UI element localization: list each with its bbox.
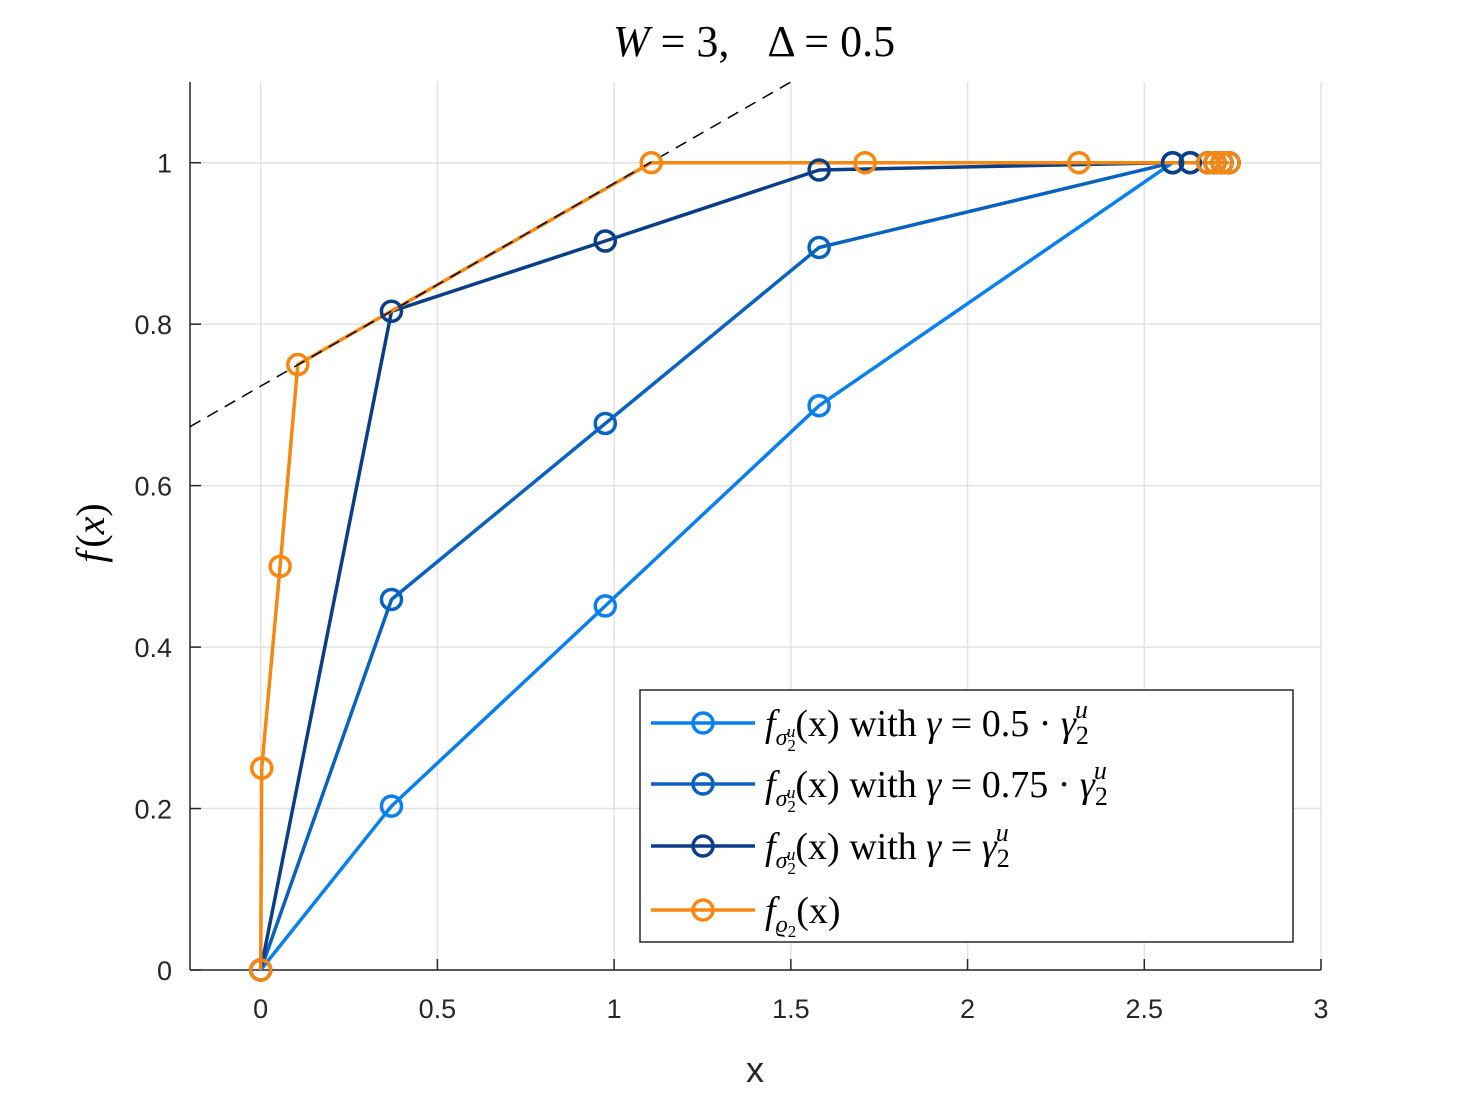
series-4-point-2 [268, 554, 292, 579]
y-tick-label-2: 0.4 [134, 633, 172, 663]
x-axis-label: x [746, 1049, 764, 1090]
ticks: 0 0.5 1 1.5 2 2.5 3 0 0.2 0.4 0.6 0.8 1 [134, 149, 1328, 1024]
legend-marker-series-2 [691, 772, 715, 796]
y-tick-label-1: 0.2 [134, 795, 172, 825]
legend-entry-series-2: fσ2u(x) with γ = 0.75 · γ2u [651, 756, 1108, 816]
series-4-point-3 [286, 352, 310, 377]
chart-title: W = 3, Δ = 0.5 [613, 17, 895, 66]
series-4-point-10 [1217, 150, 1241, 175]
y-axis-label: f(x) [68, 503, 113, 563]
legend: fσ2u(x) with γ = 0.5 · γ2u fσ2u(x) with … [639, 689, 1294, 943]
series-3-point-5 [1178, 150, 1202, 175]
series-2-point-3 [807, 235, 831, 260]
series-4-point-1 [249, 756, 274, 780]
legend-entry-series-3: fσ2u(x) with γ = γ2u [651, 818, 1010, 878]
series-4-point-9 [1210, 150, 1234, 175]
y-tick-label-3: 0.6 [134, 472, 172, 502]
x-tick-label-2: 1 [607, 994, 622, 1024]
series-2-point-2 [593, 411, 618, 436]
axes [189, 82, 1321, 971]
y-tick-label-0: 0 [157, 956, 172, 986]
legend-label-series-1: fσ2u(x) with γ = 0.5 · γ2u [765, 695, 1089, 755]
x-tick-label-4: 2 [960, 994, 975, 1024]
series-4-point-6 [1067, 150, 1091, 175]
series-4-point-8 [1203, 150, 1227, 175]
series-1-point-3 [807, 393, 831, 418]
x-tick-label-3: 1.5 [772, 994, 810, 1024]
legend-marker-series-1 [691, 711, 715, 735]
series-3-point-2 [593, 229, 618, 253]
reference-dashed-line [189, 81, 792, 428]
plot-area [189, 81, 1241, 982]
x-tick-label-6: 3 [1313, 994, 1328, 1024]
series-4-point-4 [639, 150, 663, 175]
series-1-point-2 [593, 594, 618, 618]
x-tick-label-5: 2.5 [1126, 994, 1164, 1024]
legend-entry-series-1: fσ2u(x) with γ = 0.5 · γ2u [651, 695, 1089, 755]
x-tick-label-1: 0.5 [419, 994, 457, 1024]
legend-label-series-2: fσ2u(x) with γ = 0.75 · γ2u [765, 756, 1108, 816]
series-1-point-1 [379, 794, 404, 818]
legend-label-series-3: fσ2u(x) with γ = γ2u [765, 818, 1010, 878]
series-3-point-1 [379, 299, 404, 324]
legend-marker-series-3 [691, 834, 715, 858]
series-2-point-1 [379, 587, 404, 612]
x-tick-label-0: 0 [253, 994, 268, 1024]
series-3-point-4 [1160, 150, 1185, 175]
legend-marker-series-4 [691, 898, 715, 922]
series-3-point-3 [807, 158, 831, 182]
series-4-point-0 [248, 958, 273, 982]
series-4-point-5 [853, 150, 877, 175]
y-tick-label-4: 0.8 [134, 310, 172, 340]
y-tick-label-5: 1 [157, 149, 172, 179]
legend-box [639, 689, 1294, 943]
